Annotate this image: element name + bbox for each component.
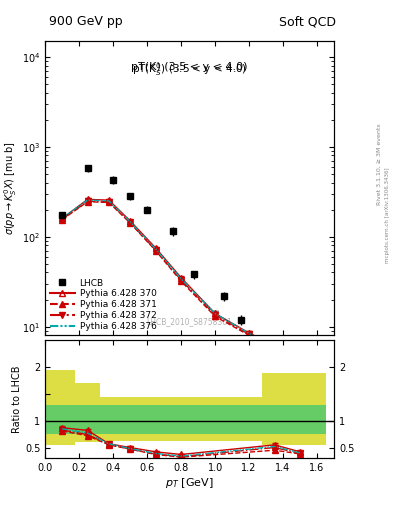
Text: LHCB_2010_S8758301: LHCB_2010_S8758301 [147,317,233,327]
Text: pT(K) (3.5 < y < 4.0): pT(K) (3.5 < y < 4.0) [131,61,248,72]
Text: 900 GeV pp: 900 GeV pp [49,15,123,28]
Y-axis label: Ratio to LHCB: Ratio to LHCB [12,366,22,433]
Text: mcplots.cern.ch [arXiv:1306.3436]: mcplots.cern.ch [arXiv:1306.3436] [385,167,389,263]
Text: Rivet 3.1.10, ≥ 3M events: Rivet 3.1.10, ≥ 3M events [377,123,382,205]
Legend: LHCB, Pythia 6.428 370, Pythia 6.428 371, Pythia 6.428 372, Pythia 6.428 376: LHCB, Pythia 6.428 370, Pythia 6.428 371… [50,279,156,331]
Text: Soft QCD: Soft QCD [279,15,336,28]
Text: pT(K$^0_S$) (3.5 < y < 4.0): pT(K$^0_S$) (3.5 < y < 4.0) [132,61,247,78]
Y-axis label: $\sigma(pp{\rightarrow}K^0_S X)$ [mu b]: $\sigma(pp{\rightarrow}K^0_S X)$ [mu b] [2,141,19,235]
X-axis label: $p_T$ [GeV]: $p_T$ [GeV] [165,476,214,490]
